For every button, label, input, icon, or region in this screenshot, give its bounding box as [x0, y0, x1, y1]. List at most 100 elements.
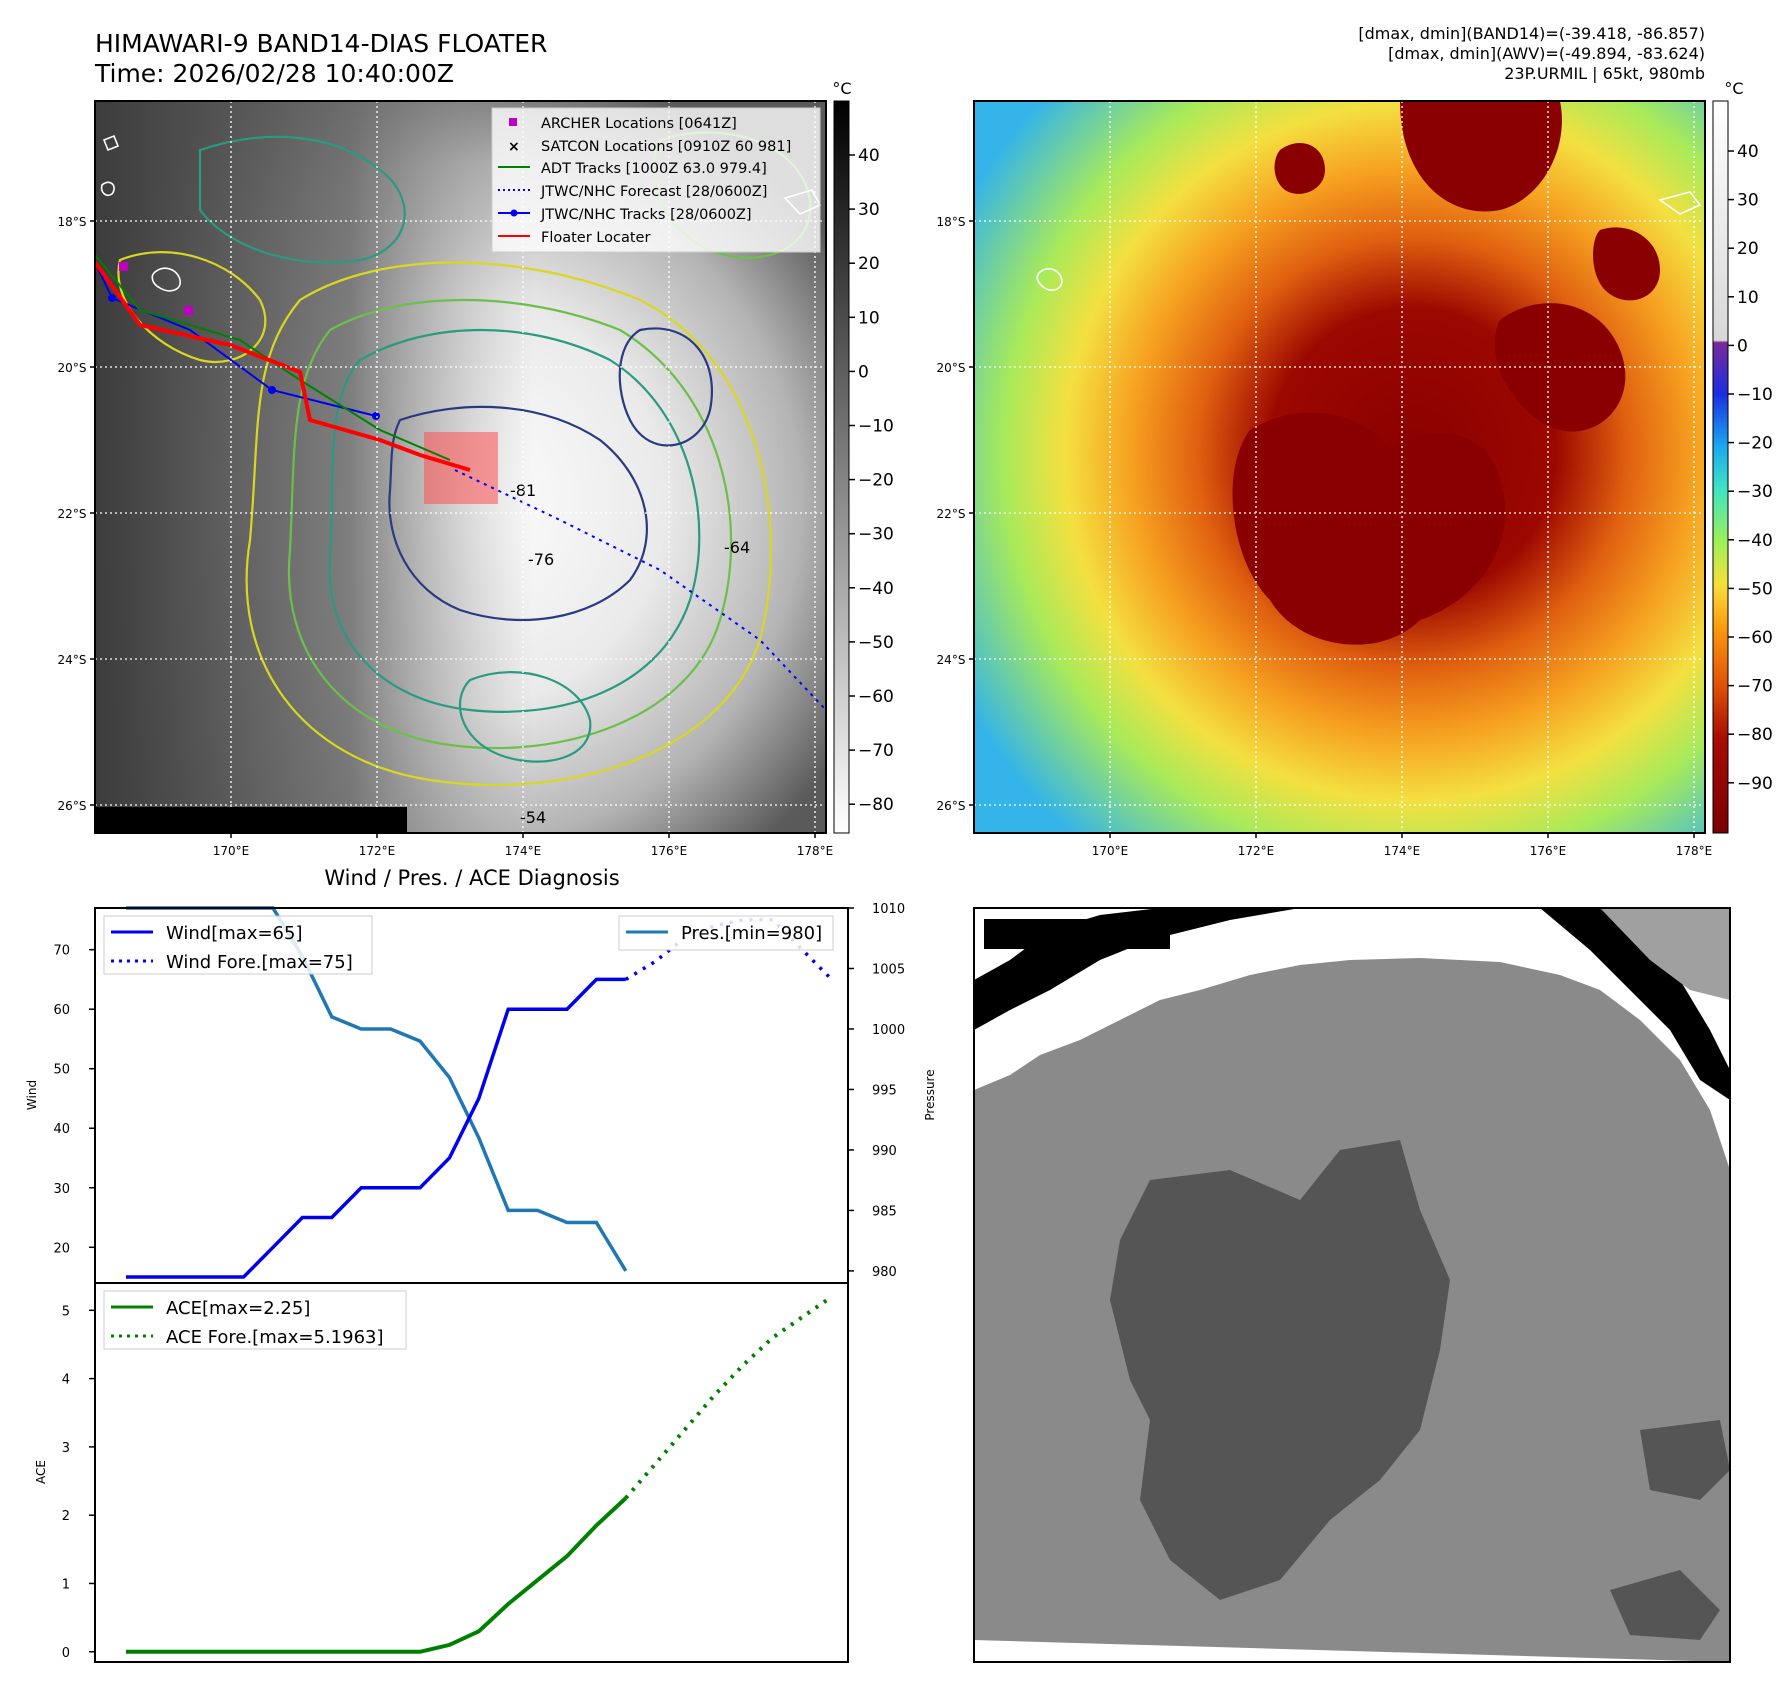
legend-floater-label: Floater Locater	[541, 230, 650, 246]
wind-tick-label: 30	[53, 1182, 70, 1197]
ace-chart-frame	[94, 1282, 849, 1663]
color-map-panel	[974, 101, 1705, 833]
info-storm: 23P.URMIL | 65kt, 980mb	[1504, 64, 1705, 83]
wmg-count-box	[984, 919, 1170, 949]
ace-axis-label: ACE	[34, 1460, 48, 1484]
wmg-dark-area	[1640, 1420, 1730, 1500]
colorbar-tick-label: −10	[1737, 385, 1773, 405]
lon-label: 172°E	[1238, 844, 1275, 858]
ace-tick-label: 0	[62, 1646, 70, 1661]
legend-archer-label: ARCHER Locations [0641Z]	[541, 116, 737, 132]
colorbar-tick-label: −40	[858, 579, 894, 599]
floater-track	[95, 260, 471, 472]
lon-label: 176°E	[1530, 844, 1567, 858]
colorbar-tick-label: −50	[858, 633, 894, 653]
color-map-lat-labels: 18°S 20°S 22°S 24°S 26°S	[937, 215, 974, 813]
copyright-text: Copyright © 2020-2026 Dapiya	[100, 812, 397, 832]
wmg-dark-area	[1110, 1140, 1450, 1600]
lon-label: 170°E	[213, 844, 250, 858]
lon-label: 178°E	[1676, 844, 1713, 858]
contour-label: -64	[724, 538, 750, 557]
ir-map-lon-labels: 170°E 172°E 174°E 176°E 178°E	[213, 833, 834, 858]
legend-adt-label: ADT Tracks [1000Z 63.0 979.4]	[541, 161, 767, 177]
colorbar-tick-label: 40	[1737, 142, 1759, 162]
wind-tick-label: 60	[53, 1003, 70, 1018]
lon-label: 176°E	[651, 844, 688, 858]
lat-label: 24°S	[58, 653, 87, 667]
legend-tracks-dot	[510, 209, 518, 217]
ace-tick-label: 3	[62, 1441, 70, 1456]
colorbar-tick-label: −10	[858, 417, 894, 437]
lon-label: 172°E	[359, 844, 396, 858]
contour-label: -54	[520, 808, 546, 827]
gray-colorbar-unit: °C	[832, 79, 851, 98]
lat-label: 20°S	[937, 361, 966, 375]
colorbar-tick-label: 10	[1737, 288, 1759, 308]
pressure-tick-label: 995	[872, 1083, 897, 1098]
legend-ace-label: ACE[max=2.25]	[166, 1298, 310, 1319]
figure-time: Time: 2026/02/28 10:40:00Z	[94, 59, 454, 88]
storm-tracks	[95, 254, 826, 711]
colorbar-tick-label: 0	[1737, 336, 1748, 356]
series-line	[126, 977, 626, 1279]
pressure-tick-label: 990	[872, 1144, 897, 1159]
contour-label: -76	[528, 550, 554, 569]
lat-label: 18°S	[937, 215, 966, 229]
legend-forecast-label: JTWC/NHC Forecast [28/0600Z]	[540, 184, 767, 200]
lat-label: 24°S	[937, 653, 966, 667]
legend-satcon-marker: ×	[508, 139, 520, 155]
pressure-axis-label: Pressure	[923, 1069, 937, 1120]
contour-label: -81	[510, 481, 536, 500]
series-line	[624, 1295, 833, 1500]
pressure-tick-label: 1000	[872, 1023, 905, 1038]
wmg-dark-area	[1610, 1570, 1720, 1640]
lon-label: 174°E	[505, 844, 542, 858]
wmg-count-text: WMG Count: 0	[991, 923, 1152, 947]
lon-label: 170°E	[1092, 844, 1129, 858]
color-colorbar-unit: °C	[1724, 79, 1743, 98]
ir-map-lat-labels: 18°S 20°S 22°S 24°S 26°S	[58, 215, 95, 813]
color-colorbar	[1712, 100, 1729, 834]
lon-label: 174°E	[1384, 844, 1421, 858]
pressure-tick-label: 980	[872, 1265, 897, 1280]
legend-tracks-label: JTWC/NHC Tracks [28/0600Z]	[540, 207, 752, 223]
colorbar-tick-label: −60	[1737, 628, 1773, 648]
archer-location-marker	[184, 306, 193, 315]
legend-pres-label: Pres.[min=980]	[681, 923, 822, 944]
colorbar-tick-label: −70	[1737, 677, 1773, 697]
wmg-frame	[973, 907, 1731, 1663]
colorbar-tick-label: −40	[1737, 531, 1773, 551]
map-legend: ARCHER Locations [0641Z] × SATCON Locati…	[491, 107, 821, 253]
colorbar-tick-label: −70	[858, 741, 894, 761]
wind-legend: Wind[max=65] Wind Fore.[max=75]	[103, 915, 373, 975]
color-map-grid	[974, 101, 1705, 833]
lat-label: 22°S	[58, 507, 87, 521]
lat-label: 26°S	[937, 799, 966, 813]
lat-label: 26°S	[58, 799, 87, 813]
ace-tick-label: 2	[62, 1509, 70, 1524]
ace-legend: ACE[max=2.25] ACE Fore.[max=5.1963]	[103, 1290, 407, 1350]
colorbar-tick-label: −20	[1737, 434, 1773, 454]
color-map-frame	[973, 100, 1706, 834]
colorbar-tick-label: −50	[1737, 579, 1773, 599]
series-line	[624, 918, 833, 981]
lat-label: 18°S	[58, 215, 87, 229]
colorbar-tick-label: −60	[858, 687, 894, 707]
diagnosis-title: Wind / Pres. / ACE Diagnosis	[324, 866, 619, 890]
ace-chart: 0 1 2 3 4 5	[62, 1295, 833, 1661]
wind-tick-label: 40	[53, 1122, 70, 1137]
ace-tick-label: 4	[62, 1373, 70, 1388]
info-awv: [dmax, dmin](AWV)=(-49.894, -83.624)	[1388, 44, 1705, 63]
colorbar-tick-label: 10	[858, 308, 880, 328]
legend-ace-fore-label: ACE Fore.[max=5.1963]	[166, 1327, 384, 1348]
series-line	[126, 1496, 628, 1654]
archer-location-marker	[119, 262, 128, 271]
colorbar-tick-label: 40	[858, 146, 880, 166]
ace-tick-label: 5	[62, 1304, 70, 1319]
wmg-gray-area	[1600, 908, 1730, 1000]
colorbar-tick-label: 30	[1737, 191, 1759, 211]
colorbar-tick-label: 20	[1737, 239, 1759, 259]
lon-label: 178°E	[797, 844, 834, 858]
wind-tick-label: 20	[53, 1241, 70, 1256]
pressure-tick-label: 1005	[872, 962, 905, 977]
